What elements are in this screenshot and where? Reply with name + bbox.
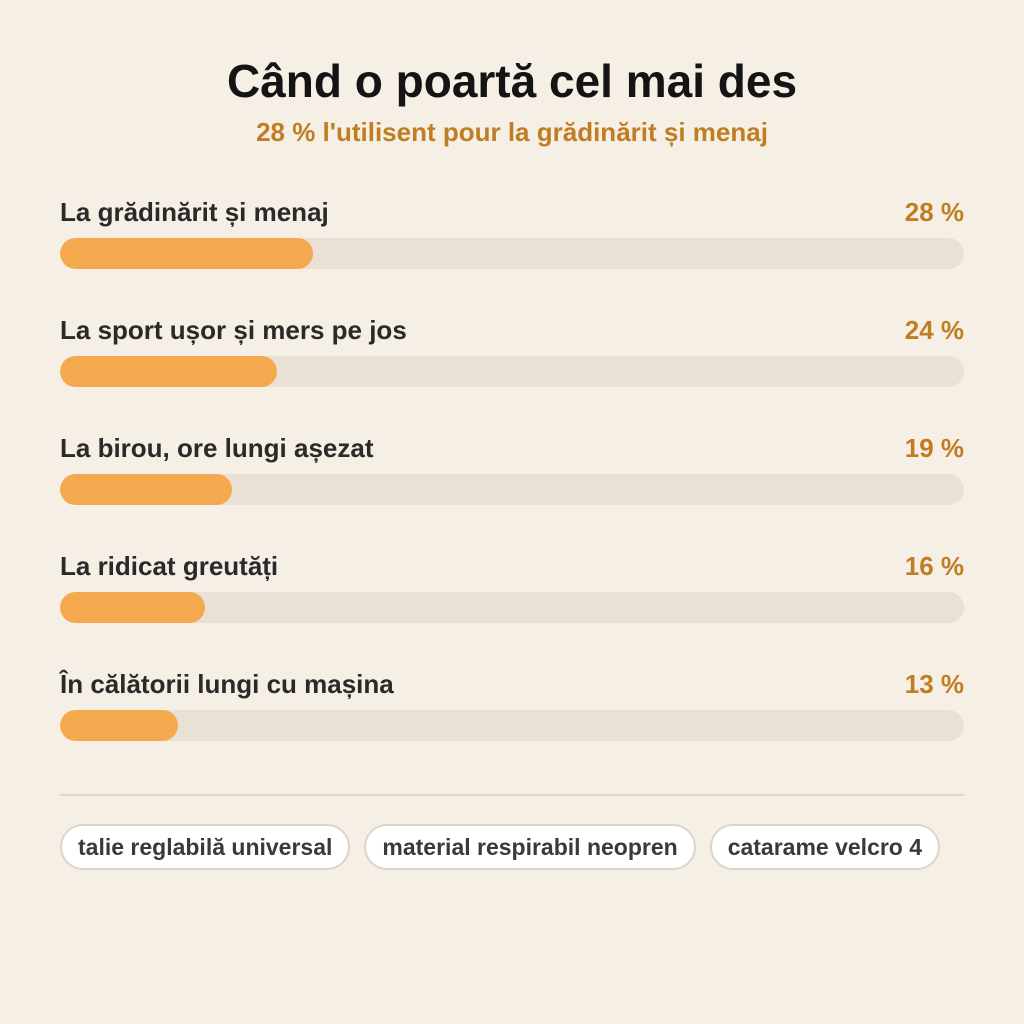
bar-label: La birou, ore lungi așezat: [60, 433, 374, 463]
chart-title: Când o poartă cel mai des: [226, 55, 798, 107]
bar-label: În călătorii lungi cu mașina: [60, 669, 394, 699]
bar-value-label: 13 %: [904, 669, 964, 699]
bar-value-label: 19 %: [904, 433, 964, 463]
bar-row: În călătorii lungi cu mașina 13 %: [60, 666, 964, 784]
bar-track: [60, 710, 964, 741]
bar-label: La ridicat greutăți: [60, 551, 279, 581]
bar: [60, 710, 178, 741]
feature-tag: material respirabil neopren: [364, 824, 696, 870]
bar-label: La sport ușor și mers pe jos: [60, 315, 407, 345]
bar-track: [60, 356, 964, 387]
feature-tag: catarame velcro 4: [709, 824, 941, 870]
bar-label: La grădinărit și menaj: [60, 197, 329, 227]
bar-row: La sport ușor și mers pe jos 24 %: [60, 312, 964, 430]
bar: [60, 238, 314, 269]
bar: [60, 356, 277, 387]
feature-tags: talie reglabilă universal material respir…: [60, 824, 941, 870]
bar-value-label: 16 %: [904, 551, 964, 581]
bar-track: [60, 592, 964, 623]
divider: [60, 794, 964, 796]
bar-track: [60, 238, 964, 269]
bar-value-label: 24 %: [904, 315, 964, 345]
bar: [60, 592, 205, 623]
chart-subtitle: 28 % l'utilisent pour la grădinărit și m…: [256, 117, 768, 147]
bar-row: La grădinărit și menaj 28 %: [60, 194, 964, 312]
bar-chart: La grădinărit și menaj 28 % La sport ușor …: [60, 194, 964, 784]
bar-track: [60, 474, 964, 505]
feature-tag: talie reglabilă universal: [60, 824, 351, 870]
bar: [60, 474, 232, 505]
bar-value-label: 28 %: [904, 197, 964, 227]
bar-row: La birou, ore lungi așezat 19 %: [60, 430, 964, 548]
bar-row: La ridicat greutăți 16 %: [60, 548, 964, 666]
